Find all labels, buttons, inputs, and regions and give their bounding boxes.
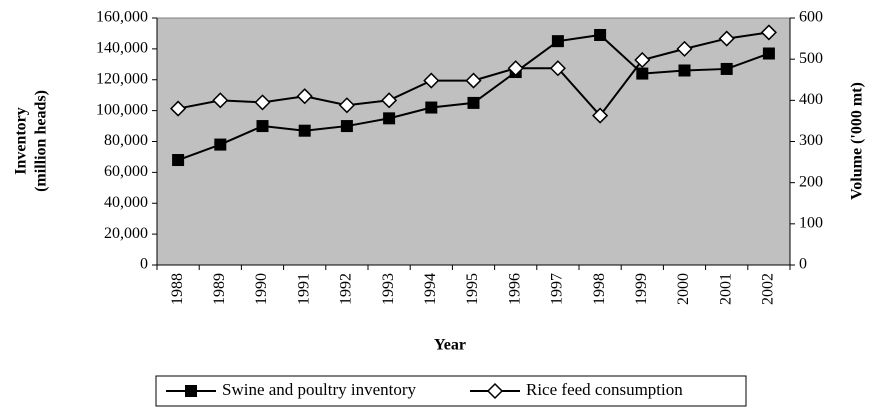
series-marker [425, 101, 438, 114]
legend-label: Swine and poultry inventory [222, 380, 417, 399]
y2-tick-label: 400 [799, 91, 823, 108]
x-tick-label: 1989 [211, 273, 228, 305]
y-tick-label: 20,000 [104, 225, 148, 242]
x-tick-label: 1991 [295, 273, 312, 305]
x-axis-title: Year [434, 337, 466, 354]
series-marker [636, 67, 649, 80]
legend [155, 375, 747, 407]
x-tick-label: 1992 [338, 273, 355, 305]
y-tick-label: 140,000 [96, 40, 148, 57]
series-marker [467, 96, 480, 109]
series-marker [507, 60, 524, 77]
series-marker [551, 35, 564, 48]
series-marker [678, 64, 691, 77]
series-marker [676, 40, 693, 57]
x-tick-label: 2000 [675, 273, 692, 305]
x-tick-label: 1997 [549, 273, 566, 305]
x-tick-label: 1990 [253, 273, 270, 305]
series-marker [214, 138, 227, 151]
series-marker [254, 94, 271, 111]
series-marker [762, 47, 775, 60]
series-marker [340, 120, 353, 133]
y-tick-label: 0 [140, 256, 148, 273]
y-tick-label: 40,000 [104, 194, 148, 211]
y-tick-label: 80,000 [104, 132, 148, 149]
x-tick-label: 2001 [717, 273, 734, 305]
series-marker [338, 97, 355, 114]
y2-tick-label: 200 [799, 173, 823, 190]
x-tick-label: 1999 [633, 273, 650, 305]
series-marker [718, 30, 735, 47]
x-tick-label: 1998 [591, 273, 608, 305]
x-tick-label: 2002 [760, 273, 777, 305]
series-marker [634, 51, 651, 69]
x-tick-label: 1996 [506, 273, 523, 305]
y-tick-label: 100,000 [96, 101, 148, 118]
series-marker [592, 107, 609, 124]
legend-marker [185, 385, 197, 397]
series-marker [760, 24, 777, 41]
x-tick-label: 1994 [422, 273, 439, 305]
x-tick-label: 1993 [380, 273, 397, 305]
legend-marker [486, 382, 504, 400]
series-marker [423, 72, 440, 89]
x-tick-label: 1995 [464, 273, 481, 305]
series-marker [170, 100, 187, 117]
series-marker [172, 154, 185, 167]
y-tick-label: 120,000 [96, 70, 148, 87]
series-marker [256, 120, 269, 133]
y2-tick-label: 500 [799, 50, 823, 67]
y-axis-title: Inventory [13, 107, 30, 175]
legend-label: Rice feed consumption [526, 380, 683, 399]
y2-tick-label: 300 [799, 132, 823, 149]
plot-area [156, 17, 791, 266]
y2-tick-label: 600 [799, 9, 823, 26]
y-tick-label: 160,000 [96, 9, 148, 26]
y-axis-title: (million heads) [33, 90, 50, 192]
series-marker [383, 112, 396, 125]
y2-tick-label: 0 [799, 256, 807, 273]
y-tick-label: 60,000 [104, 163, 148, 180]
series-marker [465, 72, 482, 89]
series-marker [594, 28, 607, 41]
series-marker [298, 124, 311, 137]
y2-axis-title: Volume ('000 mt) [849, 82, 866, 200]
series-marker [212, 92, 229, 109]
series-marker [720, 62, 733, 75]
series-marker [549, 60, 566, 77]
series-marker [296, 88, 313, 105]
x-tick-label: 1988 [169, 273, 186, 305]
y2-tick-label: 100 [799, 215, 823, 232]
series-marker [381, 92, 398, 109]
